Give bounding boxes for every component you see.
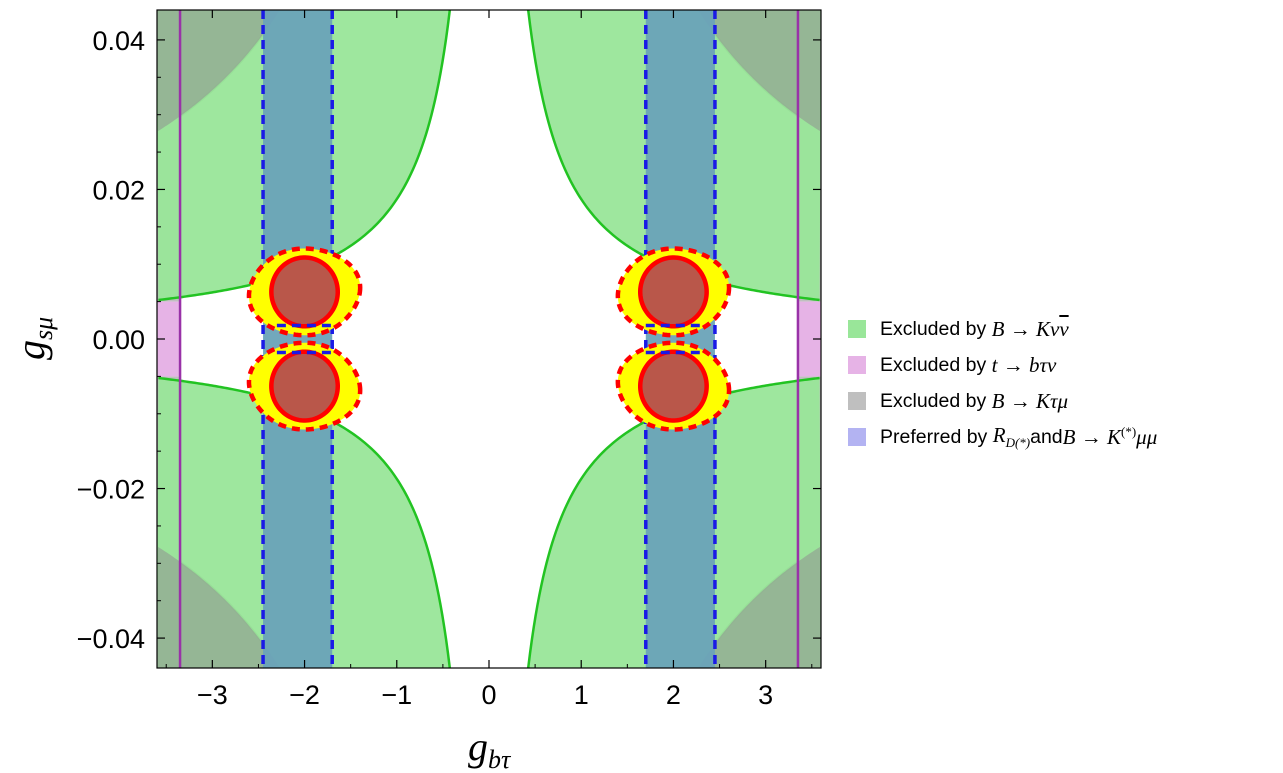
excluded-b-ktaumu-overlap <box>157 10 280 132</box>
excluded-t-btaunu-region <box>157 301 181 377</box>
x-axis-label-sub: bτ <box>488 745 512 773</box>
excluded-b-ktaumu-overlap <box>157 546 280 668</box>
excluded-b-ktaumu-overlap <box>698 546 821 668</box>
legend: Excluded by B → Kνν Excluded by t → bτν … <box>848 311 1278 455</box>
y-tick-label: −0.02 <box>77 475 145 505</box>
x-tick-label: 0 <box>481 680 496 710</box>
legend-swatch-t-btaunu <box>848 356 866 374</box>
y-tick-label: 0.00 <box>92 325 145 355</box>
x-tick-label: 2 <box>666 680 681 710</box>
legend-math2: B → K(*)μμ <box>1062 424 1158 449</box>
x-tick-label: 3 <box>758 680 773 710</box>
y-tick-label: −0.04 <box>77 624 145 654</box>
legend-math: t → bτν <box>991 352 1057 377</box>
x-tick-label: 1 <box>574 680 589 710</box>
y-axis-label-sub: sμ <box>29 317 58 340</box>
legend-middle: and <box>1030 425 1063 448</box>
x-tick-label: −1 <box>381 680 412 710</box>
preferred-band <box>645 10 715 668</box>
legend-prefix: Excluded by <box>880 353 987 376</box>
legend-item-preferred: Preferred by RD(*) and B → K(*)μμ <box>848 419 1278 455</box>
rd-inner-region <box>269 349 341 423</box>
y-tick-label: 0.02 <box>92 175 145 205</box>
preferred-band <box>263 10 333 668</box>
legend-math: B → Kτμ <box>991 388 1069 413</box>
rd-inner-region <box>269 255 341 329</box>
legend-prefix: Excluded by <box>880 389 987 412</box>
rd-inner-region <box>637 255 709 329</box>
legend-prefix: Preferred by <box>880 425 988 448</box>
legend-prefix: Excluded by <box>880 317 987 340</box>
excluded-t-btaunu-region <box>797 301 821 377</box>
legend-item-t-btaunu: Excluded by t → bτν <box>848 347 1278 383</box>
axis-ticks: −3 −2 −1 0 1 2 3 0.04 0.02 0.00 −0.02 −0.04 <box>77 10 821 710</box>
x-tick-label: −3 <box>197 680 228 710</box>
legend-math: RD(*) <box>992 422 1031 451</box>
y-tick-label: 0.04 <box>92 26 145 56</box>
legend-item-b-ktaumu: Excluded by B → Kτμ <box>848 383 1278 419</box>
legend-math: B → Kνν <box>991 316 1069 341</box>
plot-area <box>157 10 821 668</box>
legend-swatch-b-knunu <box>848 320 866 338</box>
excluded-b-ktaumu-overlap <box>698 10 821 132</box>
legend-swatch-b-ktaumu <box>848 392 866 410</box>
rd-inner-region <box>637 349 709 423</box>
x-tick-label: −2 <box>289 680 320 710</box>
y-axis-label: gsμ <box>8 317 58 360</box>
legend-swatch-preferred <box>848 428 866 446</box>
legend-item-b-knunu: Excluded by B → Kνν <box>848 311 1278 347</box>
x-axis-label: gbτ <box>468 724 512 773</box>
